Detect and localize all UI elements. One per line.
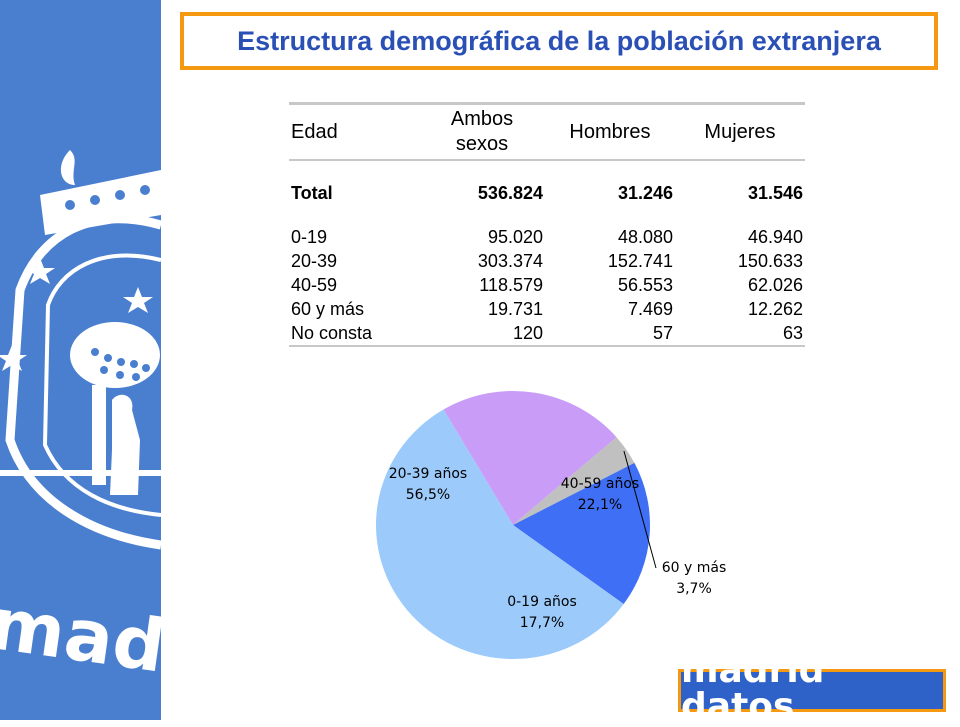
row-mujeres: 150.633 [737, 251, 803, 271]
total-label: Total [291, 183, 333, 203]
pie-chart: 40-59 años 22,1% 60 y más 3,7% 0-19 años 17,7… [375, 391, 727, 659]
row-ambos: 95.020 [487, 227, 543, 247]
row-hombres: 57 [652, 323, 673, 343]
header-mujeres: Mujeres [704, 120, 776, 143]
header-edad: Edad [291, 120, 338, 143]
table-row: No consta 120 57 63 [289, 321, 805, 346]
row-mujeres: 62.026 [747, 275, 803, 295]
row-hombres: 56.553 [617, 275, 673, 295]
madrid-coat-of-arms-icon: madrid [0, 150, 161, 704]
pie-slice-label: 20-39 años [389, 466, 467, 482]
row-mujeres: 63 [782, 323, 803, 343]
table-row: 20-39 303.374 152.741 150.633 [289, 249, 805, 273]
brand-logo-box: madrid datos [678, 653, 946, 725]
table-row: 0-19 95.020 48.080 46.940 [289, 225, 805, 249]
pie-slice-value: 17,7% [520, 615, 564, 631]
pie-slice-4 [375, 409, 624, 659]
row-mujeres: 12.262 [747, 299, 803, 319]
row-ambos: 118.579 [479, 275, 543, 295]
row-label: 20-39 [291, 251, 338, 271]
total-hombres: 31.246 [617, 183, 673, 203]
pie-slice-2 [513, 437, 635, 525]
pie-slice-label: 40-59 años [561, 476, 639, 492]
row-label: No consta [291, 323, 373, 343]
pie-slice-1 [443, 391, 617, 525]
header-ambos-line1: Ambos [450, 108, 514, 130]
pie-slice-label: 60 y más [662, 560, 727, 576]
side-madrid-text: madrid [0, 581, 161, 704]
row-ambos: 303.374 [477, 251, 543, 271]
title-box: Estructura demográfica de la población e… [180, 12, 938, 70]
pie-slice-value: 56,5% [406, 487, 450, 503]
pie-slice-value: 22,1% [578, 497, 622, 513]
table-row-total: Total 536.824 31.246 31.546 [289, 181, 805, 205]
row-ambos: 120 [512, 323, 543, 343]
row-hombres: 152.741 [607, 251, 673, 271]
population-table: Edad Ambos sexos Hombres Mujeres Total 5… [289, 102, 805, 347]
header-ambos-sexos: Ambos sexos [419, 104, 545, 161]
table-row: 40-59 118.579 56.553 62.026 [289, 273, 805, 297]
row-ambos: 19.731 [487, 299, 543, 319]
row-hombres: 48.080 [617, 227, 673, 247]
row-label: 40-59 [291, 275, 338, 295]
pie-slice-value: 3,7% [676, 581, 712, 597]
row-mujeres: 46.940 [747, 227, 803, 247]
row-hombres: 7.469 [627, 299, 673, 319]
pie-leader-line [623, 450, 657, 569]
header-hombres: Hombres [569, 120, 651, 143]
brand-logo-text: madrid datos [681, 650, 825, 727]
side-band: madrid [0, 0, 161, 720]
total-ambos: 536.824 [477, 183, 543, 203]
header-ambos-line2: sexos [455, 133, 509, 155]
table-row: 60 y más 19.731 7.469 12.262 [289, 297, 805, 321]
table-header-row: Edad Ambos sexos Hombres Mujeres [289, 103, 805, 161]
pie-slice-label: 0-19 años [507, 594, 577, 610]
page-title: Estructura demográfica de la población e… [237, 25, 881, 56]
total-mujeres: 31.546 [747, 183, 803, 203]
row-label: 60 y más [291, 299, 365, 319]
pie-slice-3 [513, 462, 650, 604]
row-label: 0-19 [291, 227, 328, 247]
